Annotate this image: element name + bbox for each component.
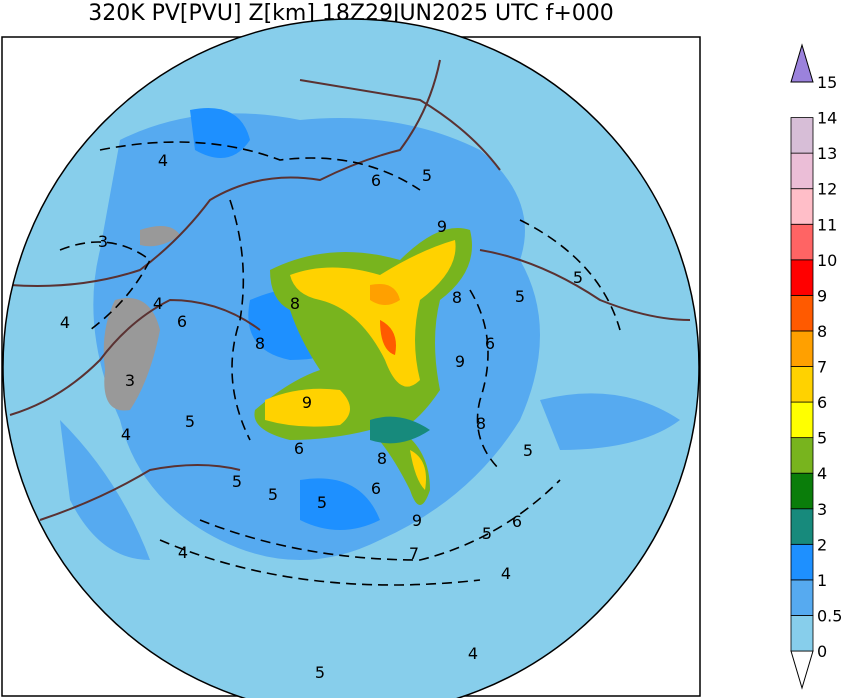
colorbar-label: 14 <box>817 109 837 128</box>
colorbar-label: 13 <box>817 144 837 163</box>
colorbar-label: 4 <box>817 464 827 483</box>
contour-label: 9 <box>455 352 465 371</box>
contour-label: 6 <box>294 439 304 458</box>
contour-label: 5 <box>268 485 278 504</box>
contour-label: 5 <box>232 472 242 491</box>
contour-label: 6 <box>371 479 381 498</box>
contour-label: 4 <box>153 294 163 313</box>
contour-label: 6 <box>512 512 522 531</box>
contour-label: 5 <box>482 524 492 543</box>
contour-label: 6 <box>371 171 381 190</box>
colorbar-bin <box>790 543 814 581</box>
contour-label: 8 <box>452 288 462 307</box>
colorbar-bin <box>790 152 814 190</box>
contour-label: 3 <box>98 232 108 251</box>
colorbar-bin <box>790 401 814 439</box>
colorbar-label: 6 <box>817 393 827 412</box>
contour-label: 9 <box>412 511 422 530</box>
contour-label: 5 <box>185 412 195 431</box>
colorbar-bin <box>790 117 814 154</box>
colorbar-label: 3 <box>817 500 827 519</box>
contour-label: 3 <box>125 371 135 390</box>
colorbar-bin <box>790 259 814 296</box>
colorbar-label: 1 <box>817 571 827 590</box>
contour-label: 5 <box>317 493 327 512</box>
contour-label: 6 <box>177 312 187 331</box>
terrain-mask <box>103 226 180 411</box>
contour-label: 5 <box>523 441 533 460</box>
contour-label: 7 <box>409 544 419 563</box>
colorbar-bin <box>790 188 814 225</box>
colorbar-bin <box>790 508 814 545</box>
colorbar-under <box>790 650 814 690</box>
contour-label: 4 <box>158 151 168 170</box>
colorbar-bin <box>790 223 814 261</box>
contour-label: 9 <box>437 217 447 236</box>
map <box>3 19 699 698</box>
colorbar-label: 10 <box>817 251 837 270</box>
colorbar-label: 9 <box>817 286 827 305</box>
colorbar-label: 8 <box>817 322 827 341</box>
contour-label: 5 <box>515 287 525 306</box>
contour-label: 8 <box>476 414 486 433</box>
colorbar-label: 12 <box>817 180 837 199</box>
pv-high-region <box>254 228 472 505</box>
contour-label: 4 <box>60 313 70 332</box>
contour-label: 6 <box>485 334 495 353</box>
contour-label: 4 <box>501 564 511 583</box>
colorbar-bin <box>790 615 814 652</box>
colorbar-bin <box>790 330 814 367</box>
colorbar-label: 2 <box>817 535 827 554</box>
contour-label: 5 <box>315 663 325 682</box>
contour-label: 8 <box>377 449 387 468</box>
colorbar-bin <box>790 579 814 616</box>
colorbar-bin <box>790 294 814 332</box>
colorbar-label: 7 <box>817 358 827 377</box>
colorbar-label: 5 <box>817 429 827 448</box>
colorbar-bin <box>790 472 814 510</box>
height-contours <box>59 141 621 586</box>
colorbar-label: 0 <box>817 642 827 661</box>
colorbar-label: 0.5 <box>817 606 842 625</box>
contour-label: 8 <box>255 334 265 353</box>
colorbar-bin <box>790 366 814 403</box>
contour-label: 9 <box>302 393 312 412</box>
contour-label: 4 <box>468 644 478 663</box>
map-boundary <box>2 18 700 698</box>
colorbar-bin <box>790 437 814 474</box>
contour-label: 5 <box>573 268 583 287</box>
contour-label: 8 <box>290 294 300 313</box>
contour-label: 5 <box>422 166 432 185</box>
contour-label: 4 <box>121 425 131 444</box>
colorbar-over <box>790 43 814 83</box>
colorbar-label: 15 <box>817 73 837 92</box>
coastlines <box>9 59 691 521</box>
colorbar-label: 11 <box>817 215 837 234</box>
contour-label: 4 <box>178 543 188 562</box>
